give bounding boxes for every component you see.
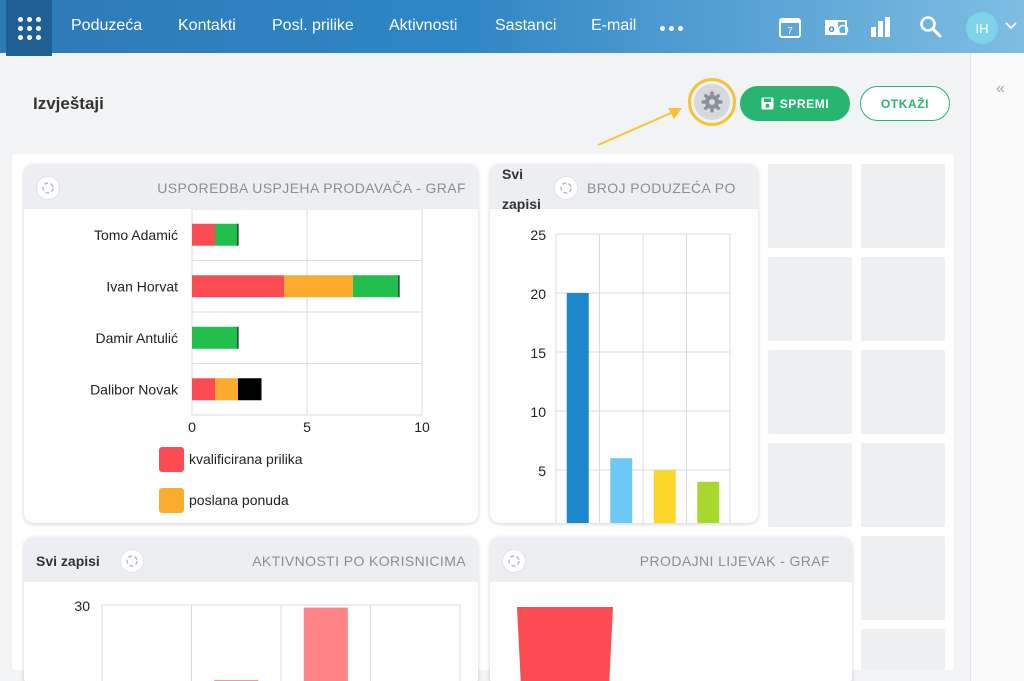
y-category-label: Dalibor Novak xyxy=(90,381,179,397)
empty-slot[interactable] xyxy=(768,164,852,248)
gear-icon xyxy=(701,91,723,113)
calendar-day: 7 xyxy=(787,26,793,37)
widget-title: PRODAJNI LIJEVAK - GRAF xyxy=(639,553,830,569)
nav-item-email[interactable]: E-mail xyxy=(591,17,637,34)
search-icon[interactable] xyxy=(919,15,943,39)
funnel-segment xyxy=(517,607,613,681)
empty-slot[interactable] xyxy=(861,443,945,527)
page-title: Izvještaji xyxy=(33,94,104,113)
bar-segment xyxy=(238,378,261,401)
empty-slot[interactable] xyxy=(861,350,945,434)
filter-label: Svi xyxy=(502,166,524,182)
empty-slot[interactable] xyxy=(861,629,945,670)
x-tick-label: 0 xyxy=(188,419,196,435)
empty-slot[interactable] xyxy=(861,164,945,248)
grid-icon xyxy=(17,16,41,40)
y-tick-label: 30 xyxy=(74,598,90,614)
calendar-icon[interactable]: 7 xyxy=(778,15,802,39)
nav-item-sastanci[interactable]: Sastanci xyxy=(495,17,557,34)
widget-title: USPOREDBA USPJEHA PRODAVAČA - GRAF xyxy=(157,180,466,196)
floppy-icon xyxy=(761,97,774,110)
more-menu-icon[interactable] xyxy=(660,26,683,31)
refresh-icon xyxy=(42,182,54,194)
empty-slot[interactable] xyxy=(861,257,945,341)
chart-sales-funnel xyxy=(517,607,613,681)
save-button[interactable]: SPREMI xyxy=(740,86,850,121)
user-avatar[interactable]: IH xyxy=(966,12,998,44)
dashboard-canvas: USPOREDBA USPJEHA PRODAVAČA - GRAF 0 5 10 T… xyxy=(12,154,954,681)
outlook-sync-icon[interactable]: o xyxy=(824,15,849,39)
bar xyxy=(566,293,589,523)
nav-item-aktivnosti[interactable]: Aktivnosti xyxy=(389,17,458,34)
bar-segment xyxy=(192,223,215,246)
refresh-button[interactable] xyxy=(120,549,144,573)
empty-slot[interactable] xyxy=(768,443,852,527)
y-tick-label: 25 xyxy=(530,227,546,243)
y-category-label: Tomo Adamić xyxy=(94,227,178,243)
refresh-icon xyxy=(560,182,572,194)
x-tick-label: 10 xyxy=(414,419,430,435)
refresh-button[interactable] xyxy=(36,176,60,200)
refresh-button[interactable] xyxy=(554,176,578,200)
expand-panel-icon[interactable]: « xyxy=(996,80,1005,97)
filter-label: Svi zapisi xyxy=(36,553,100,569)
bar-segment xyxy=(284,275,353,298)
reports-icon[interactable] xyxy=(869,15,893,39)
empty-slot[interactable] xyxy=(768,257,852,341)
widget-sales-comparison[interactable]: USPOREDBA USPJEHA PRODAVAČA - GRAF 0 5 10 T… xyxy=(24,164,478,523)
legend-label: poslana ponuda xyxy=(189,492,289,508)
empty-slot[interactable] xyxy=(768,350,852,434)
cancel-button[interactable]: OTKAŽI xyxy=(860,86,950,121)
empty-slot[interactable] xyxy=(861,536,945,620)
top-nav-bar: Poduzeća Kontakti Posl. prilike Aktivnos… xyxy=(0,0,1024,56)
widget-header xyxy=(24,164,478,209)
y-category-label: Damir Antulić xyxy=(96,330,178,346)
app-launcher-button[interactable] xyxy=(6,0,52,56)
nav-item-posl-prilike[interactable]: Posl. prilike xyxy=(272,17,354,34)
bar xyxy=(697,481,720,523)
bar-segment xyxy=(353,275,399,298)
bar-segment xyxy=(192,275,284,298)
legend-swatch xyxy=(159,488,184,513)
widget-title: AKTIVNOSTI PO KORISNICIMA xyxy=(252,553,466,569)
settings-button[interactable] xyxy=(694,84,730,120)
refresh-button[interactable] xyxy=(502,549,526,573)
bar-segment xyxy=(215,378,238,401)
refresh-icon xyxy=(126,555,138,567)
nav-item-kontakti[interactable]: Kontakti xyxy=(178,17,236,34)
widget-title: BROJ PODUZEĆA PO xyxy=(587,180,736,196)
chart-sales-comparison: 0 5 10 Tomo Adamić Ivan Horvat Damir Antulić D… xyxy=(90,209,430,513)
annotation-arrow xyxy=(597,108,682,146)
bar-segment xyxy=(192,378,215,401)
bar xyxy=(610,458,633,523)
y-tick-label: 10 xyxy=(530,404,546,420)
bar xyxy=(303,607,348,681)
y-category-label: Ivan Horvat xyxy=(106,278,178,294)
bar-segment xyxy=(192,326,238,349)
side-panel xyxy=(970,53,1024,681)
widget-header xyxy=(24,537,478,582)
legend-swatch xyxy=(159,447,184,472)
save-button-label: SPREMI xyxy=(779,96,830,111)
svg-text:o: o xyxy=(828,24,834,35)
widget-activities-by-user[interactable]: Svi zapisi AKTIVNOSTI PO KORISNICIMA 30 xyxy=(24,537,478,681)
chart-companies-count: 5 10 15 20 25 xyxy=(530,227,731,523)
y-tick-label: 20 xyxy=(530,286,546,302)
y-tick-label: 5 xyxy=(538,463,546,479)
x-tick-label: 5 xyxy=(303,419,311,435)
widget-header xyxy=(490,537,852,582)
widget-header xyxy=(490,164,758,209)
bar-segment xyxy=(215,223,238,246)
nav-item-poduzeca[interactable]: Poduzeća xyxy=(71,17,143,34)
settings-highlight xyxy=(688,78,736,126)
refresh-icon xyxy=(508,555,520,567)
chart-activities-by-user: 30 xyxy=(74,598,461,681)
filter-label: zapisi xyxy=(502,196,541,212)
bar xyxy=(653,470,676,523)
legend-label: kvalificirana prilika xyxy=(189,451,303,467)
y-tick-label: 15 xyxy=(530,345,546,361)
widget-sales-funnel[interactable]: PRODAJNI LIJEVAK - GRAF xyxy=(490,537,852,681)
chevron-down-icon[interactable] xyxy=(1005,22,1017,30)
widget-companies-count[interactable]: Svi zapisi BROJ PODUZEĆA PO 5 10 15 20 25 xyxy=(490,164,758,523)
